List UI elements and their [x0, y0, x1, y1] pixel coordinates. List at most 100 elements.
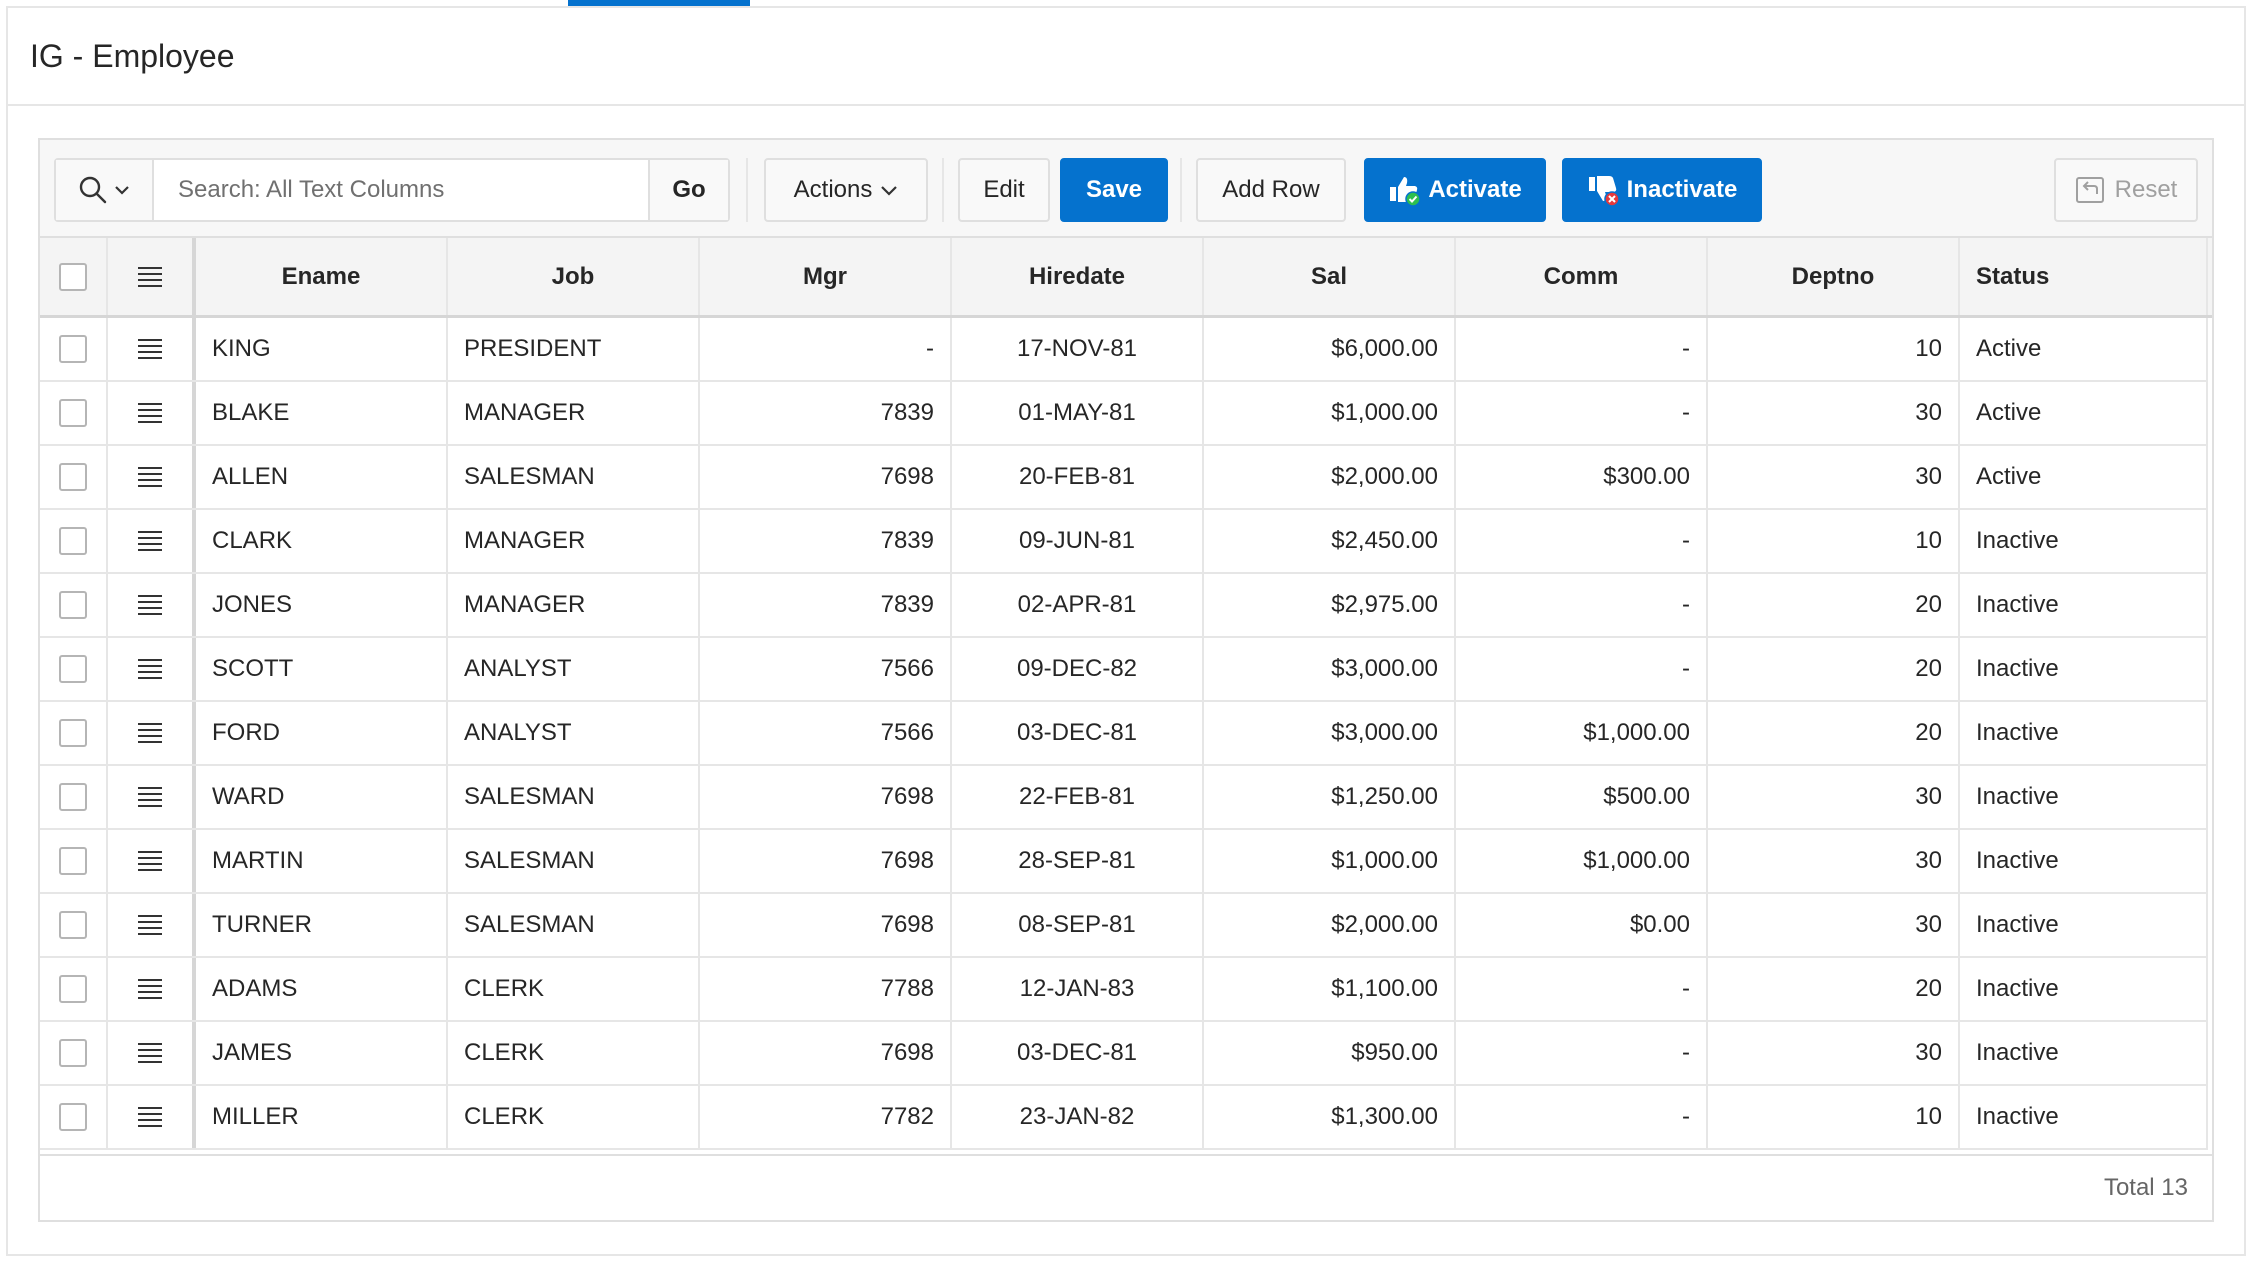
row-checkbox[interactable]: [59, 847, 87, 875]
row-checkbox[interactable]: [59, 975, 87, 1003]
cell-job[interactable]: SALESMAN: [448, 446, 700, 508]
cell-sal[interactable]: $1,300.00: [1204, 1086, 1456, 1148]
cell-sal[interactable]: $950.00: [1204, 1022, 1456, 1084]
cell-ename[interactable]: JONES: [196, 574, 448, 636]
cell-mgr[interactable]: 7698: [700, 830, 952, 892]
cell-ename[interactable]: MILLER: [196, 1086, 448, 1148]
cell-sal[interactable]: $1,000.00: [1204, 382, 1456, 444]
cell-job[interactable]: MANAGER: [448, 574, 700, 636]
hamburger-icon[interactable]: [138, 467, 162, 487]
cell-hiredate[interactable]: 03-DEC-81: [952, 1022, 1204, 1084]
hamburger-icon[interactable]: [138, 915, 162, 935]
cell-job[interactable]: CLERK: [448, 1086, 700, 1148]
cell-mgr[interactable]: 7698: [700, 894, 952, 956]
column-header-mgr[interactable]: Mgr: [700, 238, 952, 315]
actions-button[interactable]: Actions: [764, 158, 928, 222]
cell-comm[interactable]: -: [1456, 382, 1708, 444]
cell-status[interactable]: Inactive: [1960, 1086, 2208, 1148]
cell-status[interactable]: Inactive: [1960, 1022, 2208, 1084]
cell-mgr[interactable]: 7698: [700, 1022, 952, 1084]
table-row[interactable]: ALLEN SALESMAN 7698 20-FEB-81 $2,000.00 $300.…: [40, 446, 2208, 510]
table-row[interactable]: WARD SALESMAN 7698 22-FEB-81 $1,250.00 $500.0…: [40, 766, 2208, 830]
cell-job[interactable]: ANALYST: [448, 638, 700, 700]
cell-deptno[interactable]: 10: [1708, 318, 1960, 380]
cell-comm[interactable]: $1,000.00: [1456, 830, 1708, 892]
row-checkbox[interactable]: [59, 783, 87, 811]
cell-sal[interactable]: $2,000.00: [1204, 446, 1456, 508]
cell-ename[interactable]: TURNER: [196, 894, 448, 956]
hamburger-icon[interactable]: [138, 979, 162, 999]
hamburger-icon[interactable]: [138, 403, 162, 423]
cell-deptno[interactable]: 30: [1708, 766, 1960, 828]
row-checkbox[interactable]: [59, 911, 87, 939]
hamburger-icon[interactable]: [138, 1107, 162, 1127]
cell-mgr[interactable]: 7566: [700, 638, 952, 700]
cell-hiredate[interactable]: 20-FEB-81: [952, 446, 1204, 508]
column-header-sal[interactable]: Sal: [1204, 238, 1456, 315]
row-checkbox[interactable]: [59, 591, 87, 619]
table-row[interactable]: ADAMS CLERK 7788 12-JAN-83 $1,100.00-20 Inact…: [40, 958, 2208, 1022]
cell-hiredate[interactable]: 03-DEC-81: [952, 702, 1204, 764]
cell-ename[interactable]: BLAKE: [196, 382, 448, 444]
cell-comm[interactable]: -: [1456, 958, 1708, 1020]
cell-status[interactable]: Inactive: [1960, 510, 2208, 572]
cell-mgr[interactable]: 7566: [700, 702, 952, 764]
inactivate-button[interactable]: Inactivate: [1562, 158, 1762, 222]
cell-ename[interactable]: CLARK: [196, 510, 448, 572]
search-column-button[interactable]: [56, 160, 154, 220]
row-checkbox[interactable]: [59, 1039, 87, 1067]
table-row[interactable]: MILLER CLERK 7782 23-JAN-82 $1,300.00-10 Inac…: [40, 1086, 2208, 1150]
cell-mgr[interactable]: 7839: [700, 574, 952, 636]
cell-job[interactable]: MANAGER: [448, 510, 700, 572]
cell-comm[interactable]: -: [1456, 574, 1708, 636]
column-header-status[interactable]: Status: [1960, 238, 2208, 315]
edit-button[interactable]: Edit: [958, 158, 1050, 222]
cell-ename[interactable]: WARD: [196, 766, 448, 828]
cell-sal[interactable]: $1,100.00: [1204, 958, 1456, 1020]
cell-mgr[interactable]: 7788: [700, 958, 952, 1020]
cell-sal[interactable]: $2,000.00: [1204, 894, 1456, 956]
cell-ename[interactable]: ALLEN: [196, 446, 448, 508]
cell-sal[interactable]: $3,000.00: [1204, 702, 1456, 764]
cell-mgr[interactable]: 7698: [700, 766, 952, 828]
table-row[interactable]: SCOTT ANALYST 7566 09-DEC-82 $3,000.00-20 Ina…: [40, 638, 2208, 702]
cell-hiredate[interactable]: 22-FEB-81: [952, 766, 1204, 828]
search-input[interactable]: [156, 160, 648, 220]
cell-hiredate[interactable]: 02-APR-81: [952, 574, 1204, 636]
column-header-deptno[interactable]: Deptno: [1708, 238, 1960, 315]
cell-sal[interactable]: $2,450.00: [1204, 510, 1456, 572]
add-row-button[interactable]: Add Row: [1196, 158, 1346, 222]
cell-status[interactable]: Inactive: [1960, 894, 2208, 956]
table-row[interactable]: MARTIN SALESMAN 7698 28-SEP-81 $1,000.00 $1,0…: [40, 830, 2208, 894]
cell-status[interactable]: Inactive: [1960, 958, 2208, 1020]
column-header-comm[interactable]: Comm: [1456, 238, 1708, 315]
table-row[interactable]: TURNER SALESMAN 7698 08-SEP-81 $2,000.00 $0.0…: [40, 894, 2208, 958]
cell-ename[interactable]: KING: [196, 318, 448, 380]
cell-mgr[interactable]: 7782: [700, 1086, 952, 1148]
cell-ename[interactable]: JAMES: [196, 1022, 448, 1084]
cell-status[interactable]: Active: [1960, 446, 2208, 508]
cell-deptno[interactable]: 30: [1708, 830, 1960, 892]
cell-comm[interactable]: $500.00: [1456, 766, 1708, 828]
cell-comm[interactable]: $0.00: [1456, 894, 1708, 956]
cell-hiredate[interactable]: 23-JAN-82: [952, 1086, 1204, 1148]
cell-sal[interactable]: $1,000.00: [1204, 830, 1456, 892]
cell-deptno[interactable]: 20: [1708, 638, 1960, 700]
cell-deptno[interactable]: 20: [1708, 574, 1960, 636]
cell-deptno[interactable]: 20: [1708, 702, 1960, 764]
activate-button[interactable]: Activate: [1364, 158, 1546, 222]
row-checkbox[interactable]: [59, 527, 87, 555]
cell-status[interactable]: Inactive: [1960, 638, 2208, 700]
cell-hiredate[interactable]: 17-NOV-81: [952, 318, 1204, 380]
save-button[interactable]: Save: [1060, 158, 1168, 222]
cell-status[interactable]: Inactive: [1960, 574, 2208, 636]
cell-job[interactable]: SALESMAN: [448, 830, 700, 892]
cell-ename[interactable]: ADAMS: [196, 958, 448, 1020]
table-row[interactable]: JAMES CLERK 7698 03-DEC-81 $950.00-30 Inactiv…: [40, 1022, 2208, 1086]
row-checkbox[interactable]: [59, 399, 87, 427]
hamburger-icon[interactable]: [138, 531, 162, 551]
hamburger-icon[interactable]: [138, 851, 162, 871]
column-header-ename[interactable]: Ename: [196, 238, 448, 315]
cell-status[interactable]: Active: [1960, 318, 2208, 380]
cell-hiredate[interactable]: 28-SEP-81: [952, 830, 1204, 892]
